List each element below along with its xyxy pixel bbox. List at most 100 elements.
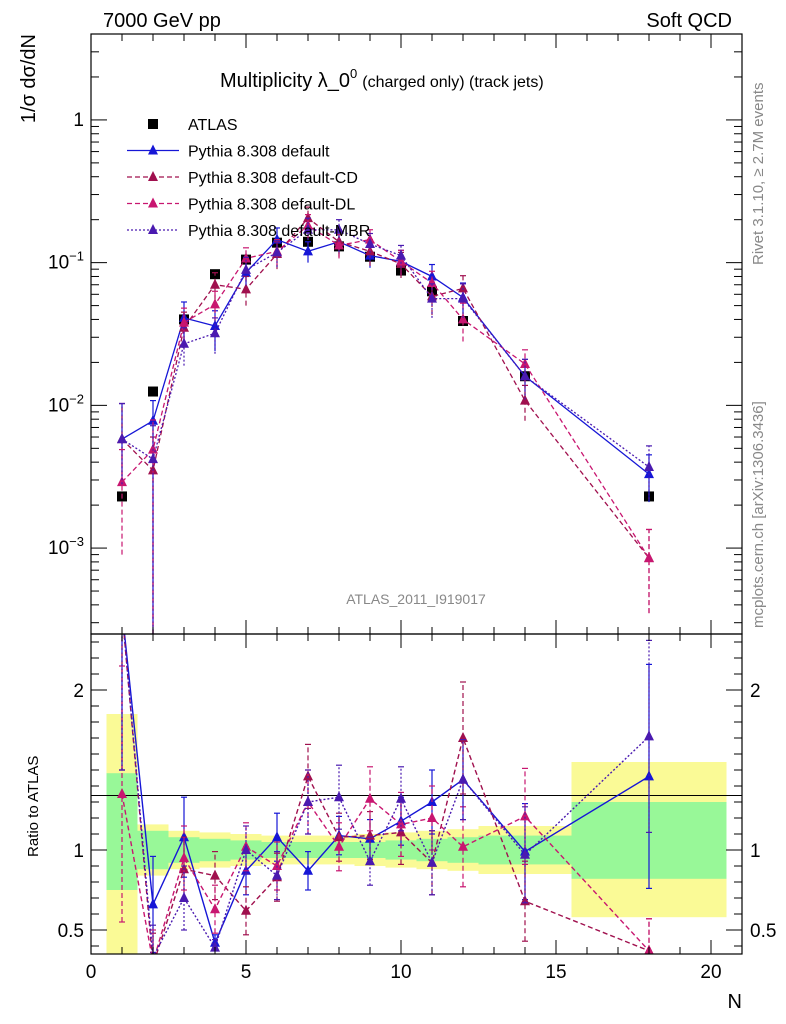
y-tick-label: 10−1: [48, 249, 84, 274]
data-point: [644, 552, 654, 563]
series-3: [117, 214, 654, 634]
data-point: [458, 292, 468, 303]
band-inner-6: [292, 842, 324, 858]
ratio-y-tick-label: 0.5: [58, 921, 84, 942]
data-point: [210, 278, 220, 289]
ratio-point: [365, 792, 375, 803]
ratio-point: [179, 892, 189, 902]
legend-marker: [148, 171, 158, 181]
legend-marker: [148, 119, 158, 129]
main-plot-series: [117, 206, 654, 634]
analysis-watermark: ATLAS_2011_I919017: [346, 591, 486, 607]
x-tick-label: 0: [86, 962, 97, 983]
ratio-point: [210, 941, 220, 952]
data-point: [210, 327, 220, 338]
ratio-point: [303, 864, 313, 875]
header-right: Soft QCD: [646, 10, 732, 32]
header-left: 7000 GeV pp: [103, 10, 221, 32]
ratio-point: [210, 903, 220, 914]
y-tick-label-exp: −1: [69, 249, 84, 264]
data-point: [148, 453, 158, 464]
plot-title: Multiplicity λ_00 (charged only) (track j…: [220, 66, 544, 92]
x-tick-label: 5: [241, 962, 252, 983]
ratio-y-tick-label: 1: [73, 841, 84, 862]
legend-marker: [148, 197, 158, 208]
legend-entry-1: Pythia 8.308 default: [127, 144, 330, 161]
side-text-rivet: Rivet 3.1.10, ≥ 2.7M events: [750, 83, 767, 266]
ratio-uncertainty-bands: [106, 714, 727, 954]
x-tick-label: 15: [545, 962, 566, 983]
series-4: [117, 217, 654, 634]
ratio-plot-series: [117, 604, 654, 969]
ratio-point: [117, 604, 127, 614]
y-tick-label: 10−3: [48, 534, 84, 559]
data-point: [117, 433, 127, 444]
y-tick-label-exp: −2: [69, 391, 84, 406]
y-tick-label-base: 1: [73, 110, 84, 131]
legend-entry-0: ATLAS: [148, 117, 238, 134]
ratio-point: [458, 773, 468, 784]
data-point: [458, 313, 468, 324]
legend-entry-4: Pythia 8.308 default-MBR: [127, 223, 370, 240]
ratio-point: [396, 792, 406, 803]
data-point: [117, 476, 127, 487]
legend-label: Pythia 8.308 default-CD: [188, 170, 358, 187]
series-line-1: [121, 238, 650, 475]
data-point: [396, 249, 406, 260]
ratio-y-tick-label-right: 0.5: [750, 921, 776, 942]
ratio-point: [520, 810, 530, 821]
data-point: [179, 337, 189, 348]
y-tick-label-base: 10: [48, 538, 69, 559]
data-point: [303, 212, 313, 223]
y-tick-label: 1: [73, 110, 84, 131]
ratio-point: [427, 812, 437, 822]
data-point: [396, 255, 406, 266]
legend: ATLAS Pythia 8.308 default Pythia 8.308 de…: [127, 117, 370, 240]
legend-label: Pythia 8.308 default: [188, 144, 330, 161]
ratio-point: [396, 818, 406, 829]
ratio-point: [458, 732, 468, 742]
data-point: [334, 239, 344, 250]
ratio-point: [117, 604, 127, 614]
series-line-3: [121, 224, 650, 559]
data-point: [458, 282, 468, 293]
legend-marker: [148, 144, 158, 155]
data-point: [644, 468, 654, 479]
legend-label: ATLAS: [188, 117, 238, 134]
ratio-point: [241, 904, 251, 915]
ratio-ylabel: Ratio to ATLAS: [25, 756, 42, 857]
data-point: [179, 316, 189, 327]
ratio-point: [644, 730, 654, 741]
data-point: [241, 283, 251, 294]
ratio-line-3: [123, 634, 650, 954]
data-point: [179, 321, 189, 332]
legend-label: Pythia 8.308 default-DL: [188, 197, 355, 214]
data-point: [427, 277, 437, 288]
ratio-point: [365, 855, 375, 866]
band-inner-9: [385, 840, 417, 860]
ratio-point: [148, 959, 158, 969]
data-point: [365, 238, 375, 249]
data-point: [148, 386, 158, 397]
y-tick-label-exp: −3: [69, 534, 84, 549]
data-point: [334, 223, 344, 234]
plot-title-suffix: (charged only) (track jets): [362, 74, 543, 91]
legend-entry-3: Pythia 8.308 default-DL: [127, 197, 355, 214]
y-tick-label-base: 10: [48, 253, 69, 274]
data-point: [272, 233, 282, 244]
ratio-point: [427, 856, 437, 867]
ratio-point: [272, 831, 282, 842]
ratio-point: [272, 869, 282, 880]
data-point: [520, 370, 530, 381]
ratio-point: [520, 895, 530, 906]
legend-label: Pythia 8.308 default-MBR: [188, 223, 370, 240]
ratio-line-2: [121, 793, 650, 954]
x-tick-label: 10: [390, 962, 411, 983]
x-tick-label: 20: [700, 962, 721, 983]
ratio-point: [117, 788, 127, 798]
ratio-point: [210, 869, 220, 880]
ratio-y-tick-label-right: 1: [750, 841, 761, 862]
ratio-plot-frame: [90, 633, 743, 955]
data-point: [241, 263, 251, 274]
